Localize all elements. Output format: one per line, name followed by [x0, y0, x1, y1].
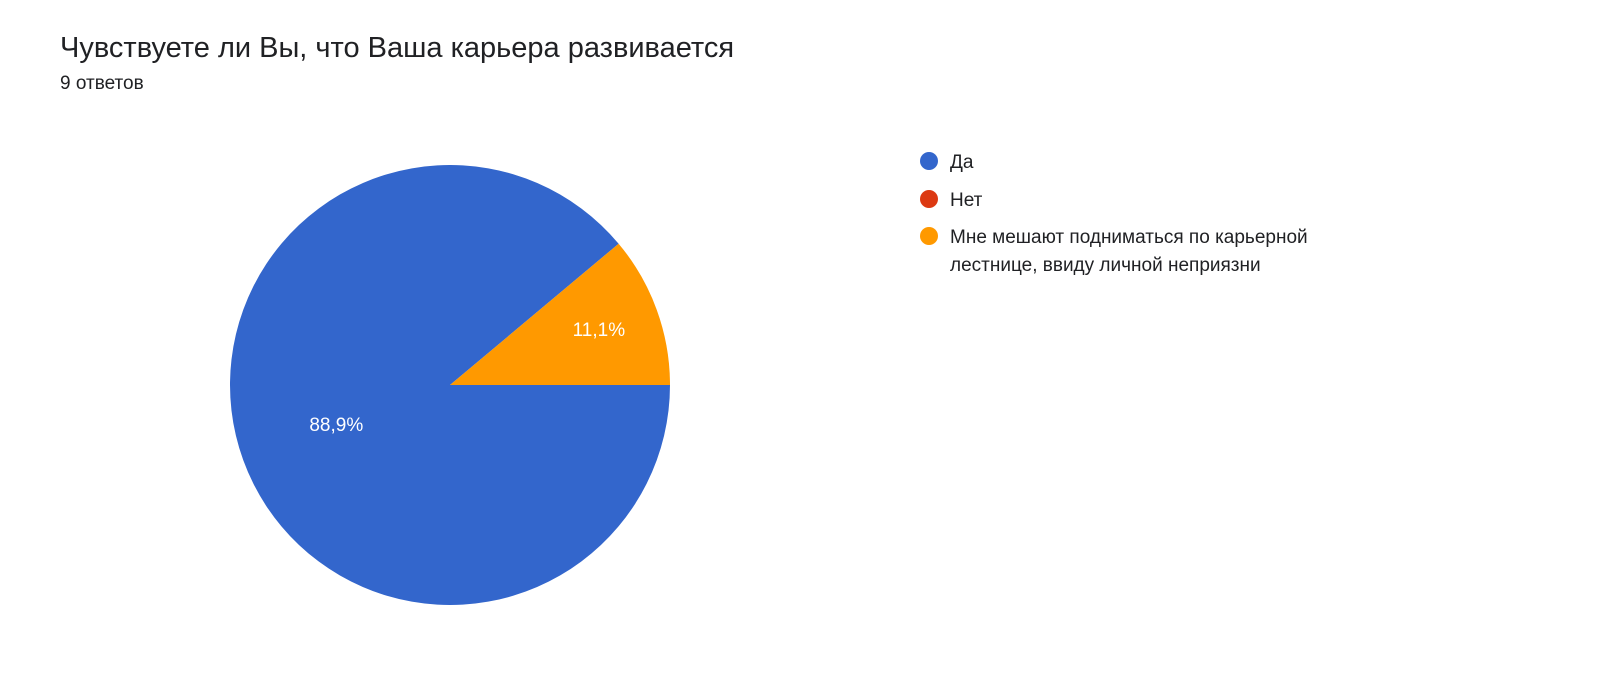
- pie-slice-label: 88,9%: [309, 415, 363, 437]
- legend-item: Мне мешают подниматься по карьерной лест…: [920, 224, 1340, 279]
- legend-label: Нет: [950, 187, 982, 215]
- legend-item: Да: [920, 149, 1340, 177]
- legend-swatch: [920, 152, 938, 170]
- legend: Да Нет Мне мешают подниматься по карьерной…: [840, 135, 1340, 635]
- legend-item: Нет: [920, 187, 1340, 215]
- chart-container: Чувствуете ли Вы, что Ваша карьера разви…: [0, 0, 1600, 667]
- legend-swatch: [920, 227, 938, 245]
- legend-swatch: [920, 190, 938, 208]
- legend-label: Мне мешают подниматься по карьерной лест…: [950, 224, 1340, 279]
- chart-area: 88,9% 11,1% Да Нет Мне мешают подниматься п…: [60, 135, 1540, 635]
- chart-subtitle: 9 ответов: [60, 73, 1540, 95]
- legend-label: Да: [950, 149, 973, 177]
- pie-chart: 88,9% 11,1%: [60, 135, 840, 635]
- pie-slice-label: 11,1%: [573, 320, 625, 342]
- chart-title: Чувствуете ли Вы, что Ваша карьера разви…: [60, 32, 1540, 65]
- pie-svg: [230, 165, 670, 605]
